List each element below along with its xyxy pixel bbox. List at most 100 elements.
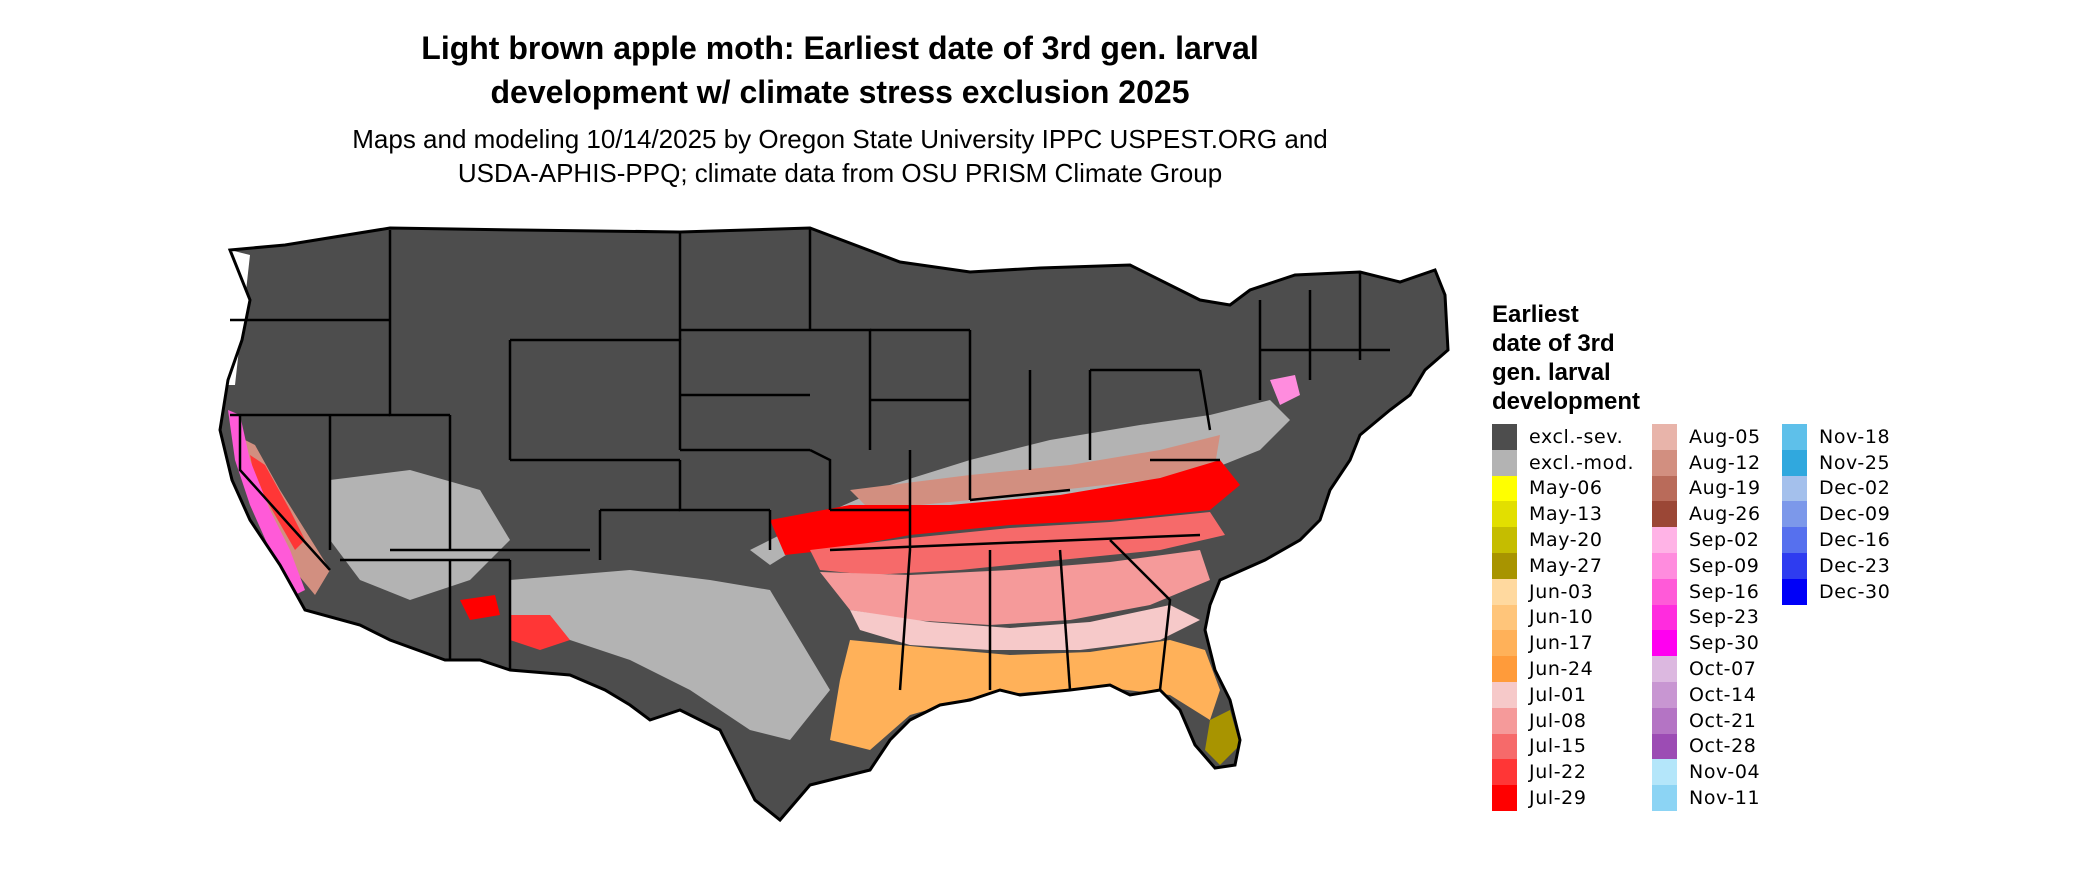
- legend-item: Nov-04: [1652, 759, 1761, 786]
- legend-swatch: [1652, 656, 1677, 682]
- legend-label: Nov-11: [1689, 787, 1761, 810]
- legend-label: May-27: [1529, 554, 1603, 577]
- legend-label: Dec-30: [1819, 580, 1891, 603]
- legend-column-2: Aug-05 Aug-12 Aug-19 Aug-26 Sep-02 Sep-09 Sep-…: [1652, 424, 1761, 811]
- legend-swatch: [1492, 707, 1517, 734]
- legend-label: excl.-mod.: [1529, 451, 1635, 474]
- legend-item: Dec-23: [1782, 552, 1891, 579]
- legend-swatch: [1782, 527, 1807, 553]
- legend-label: Sep-30: [1689, 632, 1760, 655]
- state-borders: [230, 228, 1390, 691]
- legend-swatch: [1782, 501, 1807, 528]
- legend-label: Jul-08: [1529, 709, 1587, 732]
- legend-swatch: [1492, 449, 1517, 476]
- legend-swatch: [1782, 475, 1807, 502]
- legend-item: Dec-16: [1782, 527, 1890, 553]
- zone-jul-08: [820, 550, 1210, 625]
- zone-excl-mod-texas: [510, 570, 830, 740]
- legend-swatch: [1492, 527, 1517, 553]
- legend-swatch: [1652, 707, 1677, 734]
- legend-title-line: date of 3rd: [1492, 330, 1615, 357]
- legend-swatch: [1492, 552, 1517, 579]
- zone-jul-01: [850, 605, 1200, 650]
- zone-jul-29: [770, 460, 1240, 555]
- legend-title: Earliest date of 3rd gen. larval develop…: [1492, 300, 1692, 416]
- legend-label: Oct-21: [1689, 709, 1757, 732]
- legend-swatch: [1652, 424, 1677, 450]
- legend-item: May-13: [1492, 501, 1634, 528]
- legend-item: Oct-21: [1652, 707, 1761, 734]
- legend-item: Oct-07: [1652, 656, 1761, 682]
- legend-item: Dec-02: [1782, 475, 1890, 502]
- legend-label: Sep-02: [1689, 529, 1760, 552]
- zone-august: [850, 435, 1220, 510]
- legend-swatch: [1492, 759, 1517, 786]
- legend-column-1: excl.-sev. excl.-mod. May-06 May-13 May-20 Ma…: [1492, 424, 1634, 811]
- legend-item: Nov-18: [1782, 424, 1890, 450]
- legend-item: Nov-11: [1652, 785, 1761, 811]
- legend-label: Jun-10: [1529, 606, 1594, 629]
- legend-item: Dec-09: [1782, 501, 1891, 528]
- legend-item: May-20: [1492, 527, 1634, 553]
- legend-label: Dec-23: [1819, 554, 1891, 577]
- us-outline: [218, 226, 1450, 823]
- legend-label: Oct-07: [1689, 658, 1757, 681]
- legend-item: Sep-09: [1652, 552, 1761, 579]
- zone-west-texas-red: [460, 595, 500, 620]
- legend-label: Sep-23: [1689, 606, 1760, 629]
- legend-swatch: [1652, 604, 1677, 631]
- legend-swatch: [1652, 785, 1677, 811]
- legend-item: Aug-05: [1652, 424, 1761, 450]
- legend-item: Jun-10: [1492, 604, 1634, 631]
- legend-swatch: [1652, 759, 1677, 786]
- map-subtitle: Maps and modeling 10/14/2025 by Oregon S…: [250, 122, 1430, 190]
- map-subtitle-line-2: USDA-APHIS-PPQ; climate data from OSU PR…: [457, 158, 1223, 188]
- legend-item: Aug-26: [1652, 501, 1761, 528]
- legend-swatch: [1782, 449, 1807, 476]
- legend-item: Sep-23: [1652, 604, 1761, 631]
- legend-label: Jul-22: [1529, 761, 1587, 784]
- legend-item: May-27: [1492, 552, 1634, 579]
- legend-item: Jul-15: [1492, 733, 1634, 760]
- legend-title-line: gen. larval: [1492, 359, 1611, 386]
- legend-swatch: [1652, 527, 1677, 553]
- legend-swatch: [1652, 501, 1677, 528]
- legend-label: Jul-01: [1529, 683, 1587, 706]
- legend-item: excl.-mod.: [1492, 449, 1635, 476]
- legend-label: Oct-28: [1689, 735, 1757, 758]
- legend-swatch: [1652, 449, 1677, 476]
- legend-swatch: [1492, 656, 1517, 682]
- legend-item: Oct-28: [1652, 733, 1761, 760]
- legend-swatch: [1652, 475, 1677, 502]
- legend-label: Nov-25: [1819, 451, 1891, 474]
- legend-item: Jul-29: [1492, 785, 1634, 811]
- legend-label: May-06: [1529, 477, 1603, 500]
- legend-label: Dec-09: [1819, 503, 1891, 526]
- legend-item: Aug-19: [1652, 475, 1761, 502]
- legend-item: excl.-sev.: [1492, 424, 1634, 450]
- legend-column-3: Nov-18 Nov-25 Dec-02 Dec-09 Dec-16 Dec-23 Dec-…: [1782, 424, 1890, 605]
- legend-swatch: [1652, 733, 1677, 760]
- legend-swatch: [1652, 552, 1677, 579]
- legend-item: Jul-08: [1492, 707, 1634, 734]
- legend-label: Jun-17: [1529, 632, 1594, 655]
- legend-label: Jun-03: [1529, 580, 1594, 603]
- legend-swatch: [1492, 681, 1517, 708]
- zone-coast-sept: [228, 410, 305, 595]
- legend-swatch: [1782, 424, 1807, 450]
- legend-label: Jul-15: [1529, 735, 1587, 758]
- legend-label: Aug-19: [1689, 477, 1761, 500]
- zone-texas-red: [510, 615, 570, 650]
- legend-item: Sep-02: [1652, 527, 1761, 553]
- map-title-line-2: development w/ climate stress exclusion …: [490, 74, 1190, 110]
- legend-swatch: [1492, 501, 1517, 528]
- legend-item: Sep-16: [1652, 578, 1761, 605]
- legend-swatch: [1782, 578, 1807, 605]
- legend-item: Nov-25: [1782, 449, 1891, 476]
- legend-swatch: [1652, 578, 1677, 605]
- zone-northeast-pink: [1270, 375, 1300, 405]
- map-title-line-1: Light brown apple moth: Earliest date of…: [421, 30, 1259, 66]
- zone-june: [830, 640, 1220, 750]
- legend-item: Sep-30: [1652, 630, 1761, 657]
- legend-item: Jul-22: [1492, 759, 1634, 786]
